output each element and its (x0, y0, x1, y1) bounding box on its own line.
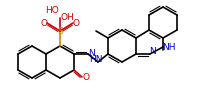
Text: S: S (57, 27, 63, 36)
Text: N: N (88, 50, 94, 58)
Text: O: O (73, 19, 80, 28)
Text: N: N (149, 47, 155, 56)
Text: O: O (41, 19, 48, 28)
Text: HN: HN (89, 55, 103, 63)
Text: NH: NH (162, 43, 176, 52)
Text: HO: HO (45, 7, 59, 16)
Text: OH: OH (60, 14, 74, 23)
Text: O: O (82, 72, 90, 81)
